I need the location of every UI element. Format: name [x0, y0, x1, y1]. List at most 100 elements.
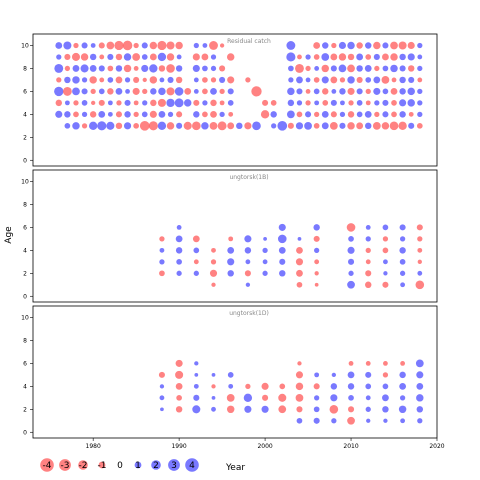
residual-bubble — [348, 258, 355, 265]
residual-bubble — [417, 100, 423, 106]
residual-bubble — [297, 237, 302, 241]
residual-bubble — [399, 270, 406, 276]
residual-bubble — [149, 110, 157, 118]
residual-bubble — [305, 77, 311, 83]
residual-bubble — [245, 77, 251, 83]
residual-bubble — [142, 100, 148, 106]
residual-bubble — [107, 77, 114, 83]
residual-bubble — [347, 416, 355, 425]
residual-bubble — [407, 87, 415, 96]
residual-bubble — [391, 100, 397, 106]
residual-bubble — [243, 393, 253, 402]
residual-bubble — [296, 246, 303, 254]
residual-bubble — [115, 65, 123, 72]
legend-label: -2 — [79, 461, 88, 471]
residual-bubble — [416, 406, 424, 413]
residual-bubble — [166, 64, 175, 73]
y-tick-label: 10 — [21, 42, 29, 49]
residual-bubble — [417, 236, 423, 242]
y-tick-label: 6 — [23, 88, 27, 95]
residual-bubble — [107, 65, 114, 72]
residual-bubble — [356, 100, 363, 106]
residual-bubble — [288, 65, 294, 72]
residual-bubble — [262, 394, 269, 401]
residual-bubble — [219, 65, 226, 72]
residual-bubble — [382, 406, 389, 413]
residual-bubble — [313, 417, 320, 424]
residual-bubble — [287, 99, 295, 107]
legend-bubble — [40, 458, 54, 472]
residual-bubble — [295, 122, 304, 130]
residual-bubble — [296, 269, 303, 277]
residual-bubble — [226, 405, 235, 414]
residual-bubble — [175, 382, 183, 390]
residual-bubble — [133, 100, 139, 106]
residual-bubble — [81, 42, 88, 49]
y-tick-label: 6 — [23, 224, 27, 231]
residual-bubble — [382, 372, 389, 378]
residual-bubble — [72, 76, 80, 84]
residual-bubble — [262, 259, 268, 265]
residual-bubble — [408, 111, 414, 117]
panel-title: Residual catch — [227, 38, 271, 45]
residual-bubble — [416, 224, 423, 231]
residual-bubble — [157, 121, 167, 130]
residual-bubble — [158, 110, 166, 118]
residual-bubble — [209, 269, 218, 277]
residual-bubble — [123, 64, 132, 73]
residual-bubble — [192, 53, 200, 61]
residual-bubble — [55, 110, 63, 118]
residual-bubble — [382, 111, 389, 118]
residual-bubble — [296, 281, 303, 288]
residual-bubble — [347, 371, 355, 379]
residual-bubble — [365, 406, 371, 412]
residual-bubble — [374, 111, 380, 117]
residual-bubble — [313, 88, 320, 95]
residual-bubble — [55, 99, 63, 107]
residual-bubble — [382, 247, 389, 254]
residual-bubble — [347, 383, 355, 390]
x-axis-label: Year — [225, 463, 245, 473]
residual-bubble — [219, 76, 226, 83]
residual-bubble — [141, 54, 148, 60]
residual-bubble — [399, 382, 407, 390]
residual-bubble — [99, 54, 105, 60]
residual-bubble — [244, 247, 252, 254]
residual-bubble — [330, 99, 337, 106]
legend-bubble — [134, 461, 142, 469]
residual-bubble — [54, 86, 64, 97]
residual-bubble — [314, 100, 320, 106]
residual-bubble — [202, 100, 208, 106]
residual-bubble — [288, 77, 294, 83]
residual-bubble — [115, 76, 123, 84]
residual-bubble — [167, 111, 174, 117]
residual-bubble — [263, 237, 267, 241]
residual-bubble — [399, 99, 407, 107]
residual-bubble — [227, 88, 234, 95]
residual-bubble — [115, 111, 122, 118]
residual-bubble — [194, 361, 199, 366]
residual-bubble — [383, 271, 388, 276]
residual-bubble — [278, 246, 286, 254]
residual-bubble — [365, 395, 371, 401]
residual-bubble — [314, 372, 320, 378]
residual-bubble — [398, 121, 407, 130]
residual-bubble — [296, 111, 303, 118]
residual-bubble — [347, 246, 355, 254]
residual-bubble — [399, 224, 406, 231]
residual-bubble — [399, 65, 406, 72]
residual-bubble — [417, 77, 423, 83]
residual-bubble — [142, 88, 148, 95]
residual-bubble — [80, 64, 89, 73]
residual-bubble — [245, 383, 251, 389]
residual-bubble — [91, 100, 96, 106]
residual-bubble — [314, 395, 320, 401]
residual-bubble — [382, 42, 389, 49]
residual-bubble — [416, 371, 424, 379]
residual-bubble — [64, 65, 71, 72]
residual-bubble — [321, 122, 329, 130]
residual-bubble — [364, 110, 372, 118]
residual-bubble — [251, 86, 262, 97]
residual-bubble — [193, 99, 200, 106]
residual-bubble — [313, 122, 320, 129]
